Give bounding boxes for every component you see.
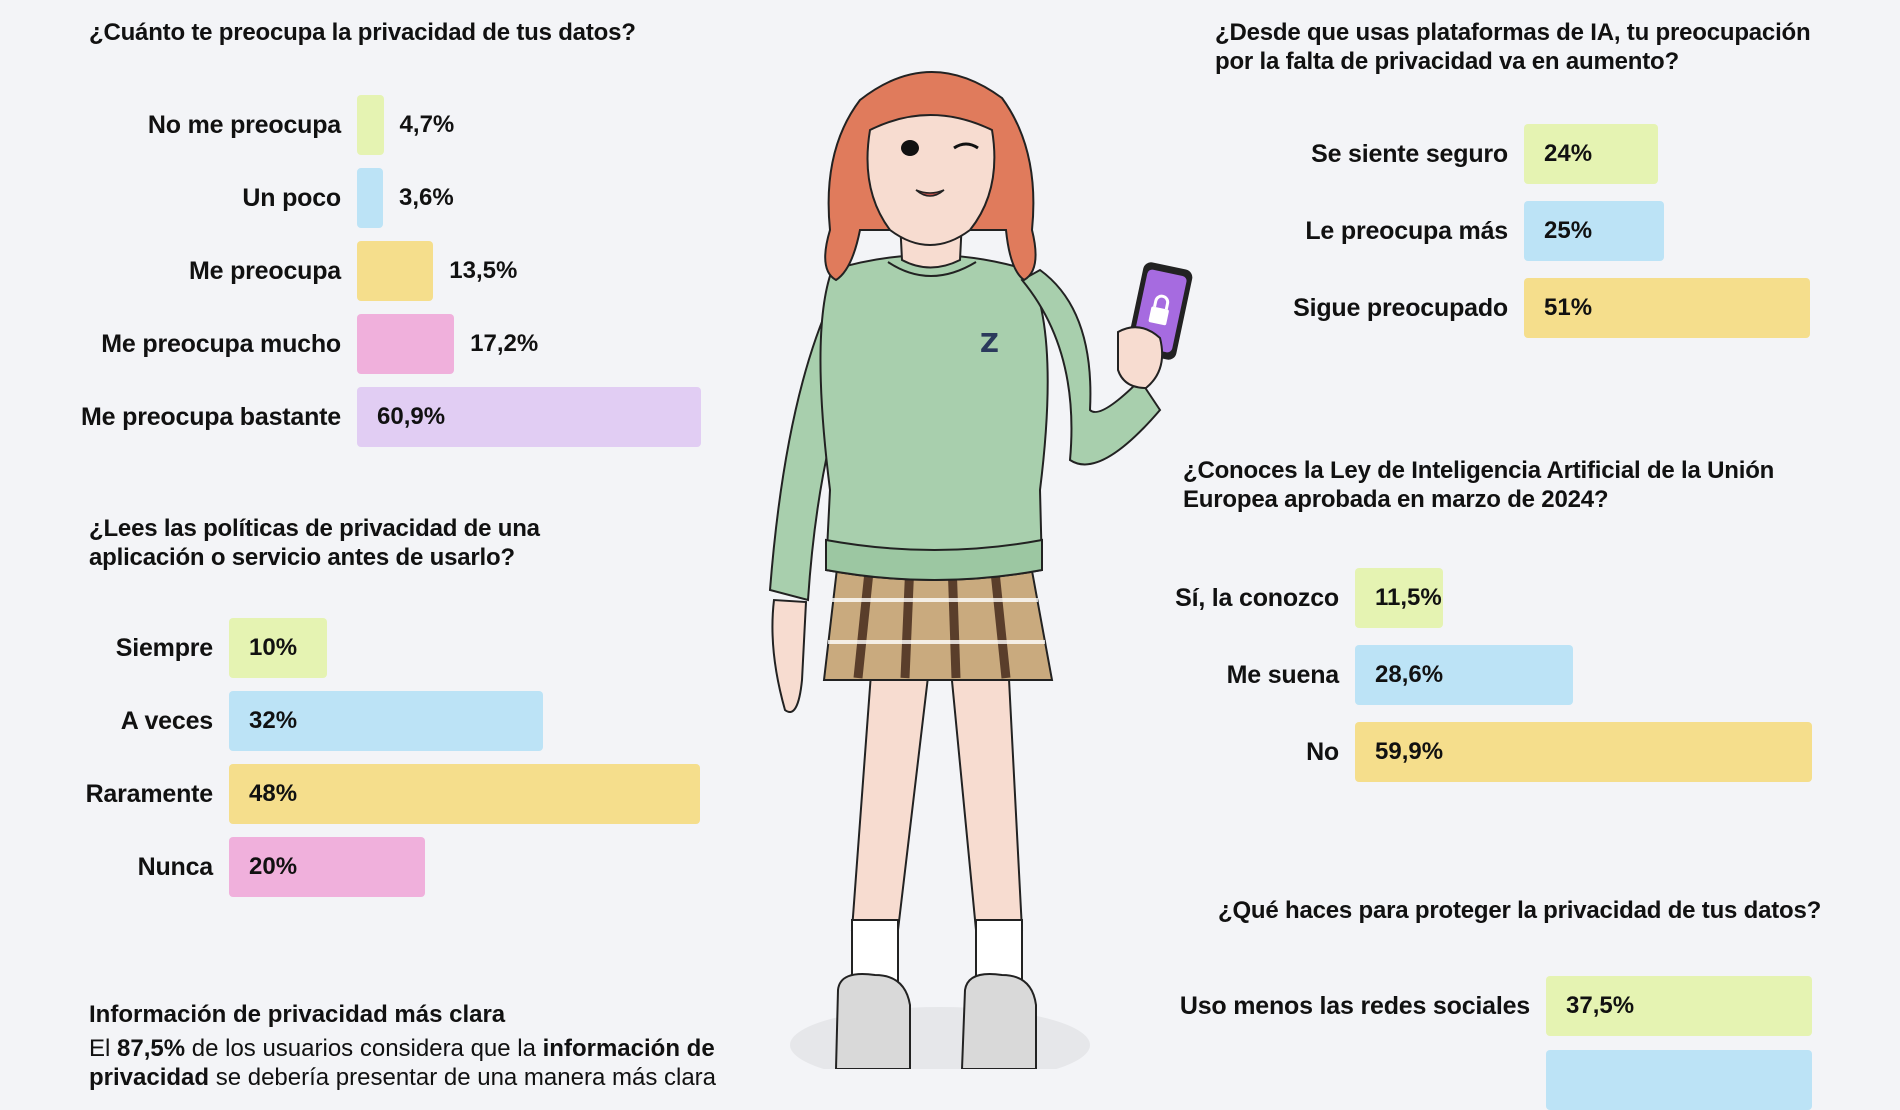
- ground-shadow: [790, 1007, 1090, 1069]
- bar-value-label: 28,6%: [1375, 661, 1444, 688]
- bar-category-label: Me suena: [1226, 661, 1340, 689]
- bar: [229, 764, 701, 824]
- bar-category-label: Raramente: [85, 780, 214, 808]
- bar-category-label: Me preocupa bastante: [81, 403, 341, 431]
- left-shoe: [834, 973, 911, 1069]
- bar-category-label: Sí, la conozco: [1175, 584, 1339, 612]
- note-title: Información de privacidad más clara: [89, 1001, 506, 1028]
- bar-value-label: 60,9%: [377, 403, 446, 430]
- bar-value-label: 37,5%: [1566, 992, 1635, 1019]
- bar-value-label: 17,2%: [470, 330, 539, 357]
- bar-category-label: Nunca: [137, 853, 214, 881]
- sweater: [819, 254, 1049, 581]
- chart2-title: ¿Desde que usas plataformas de IA, tu pr…: [1215, 19, 1811, 75]
- note-text-2: de los usuarios considera que la: [185, 1035, 543, 1062]
- bar: [1524, 124, 1659, 184]
- lock-icon: [1148, 306, 1169, 326]
- note-text-3: se debería presentar de una manera más c…: [209, 1064, 716, 1091]
- chart5-title: ¿Qué haces para proteger la privacidad d…: [1218, 897, 1822, 924]
- girl-illustration: Z: [768, 71, 1193, 1069]
- right-leg: [948, 659, 1024, 931]
- face: [866, 114, 996, 246]
- sweater-logo: Z: [980, 329, 999, 359]
- bar-category-label: No: [1306, 738, 1339, 766]
- bar-category-label: Me preocupa: [189, 257, 341, 285]
- bar-value-label: 32%: [249, 707, 298, 734]
- left-hand: [771, 598, 808, 713]
- chart4-title: ¿Conoces la Ley de Inteligencia Artifici…: [1183, 457, 1775, 513]
- bar: [357, 95, 384, 155]
- bar-category-label: Siempre: [115, 634, 213, 662]
- bar: [229, 691, 544, 751]
- left-eye: [901, 140, 919, 156]
- bar: [1355, 645, 1574, 705]
- bar-value-label: 10%: [249, 634, 298, 661]
- bar-value-label: 3,6%: [399, 184, 454, 211]
- bar-category-label: Sigue preocupado: [1293, 294, 1508, 322]
- chart1-title: ¿Cuánto te preocupa la privacidad de tus…: [89, 19, 636, 46]
- bar: [1546, 976, 1813, 1036]
- bar-value-label: 48%: [249, 780, 298, 807]
- right-shoe: [960, 973, 1037, 1069]
- bar-category-label: Uso menos las redes sociales: [1179, 992, 1530, 1020]
- note-highlight-percent: 87,5%: [117, 1035, 186, 1062]
- bar: [1524, 278, 1810, 338]
- bar-value-label: 11,5%: [1375, 584, 1442, 611]
- bar: [357, 314, 455, 374]
- bar-value-label: 59,9%: [1375, 738, 1444, 765]
- bar: [357, 168, 383, 228]
- right-eye-wink: [953, 142, 979, 150]
- bar-value-label: 20%: [249, 853, 298, 880]
- bar: [1355, 568, 1443, 628]
- collar: [887, 261, 977, 277]
- bar-category-label: No me preocupa: [147, 111, 341, 139]
- bar: [1355, 722, 1813, 782]
- chart5-second-bar-partial: [1546, 1050, 1812, 1110]
- left-leg: [850, 659, 932, 931]
- bar-category-label: Un poco: [242, 184, 341, 212]
- privacy-note: Información de privacidad más clara El 8…: [89, 1000, 729, 1092]
- bar: [357, 387, 702, 447]
- bar-category-label: Le preocupa más: [1305, 217, 1508, 245]
- chart3-title: ¿Lees las políticas de privacidad de una…: [89, 515, 540, 571]
- bar: [229, 837, 426, 897]
- bar-category-label: Me preocupa mucho: [101, 330, 341, 358]
- bar-category-label: A veces: [120, 707, 213, 735]
- bar-value-label: 13,5%: [449, 257, 518, 284]
- bar-value-label: 4,7%: [399, 111, 455, 138]
- right-hand: [1117, 326, 1164, 390]
- bar-category-label: Se siente seguro: [1311, 140, 1508, 168]
- bar: [357, 241, 434, 301]
- mouth: [915, 189, 945, 197]
- bar: [229, 618, 328, 678]
- bar-value-label: 24%: [1544, 140, 1593, 167]
- note-text-1: El: [89, 1035, 118, 1062]
- right-arm: [1020, 268, 1162, 466]
- note-body: El 87,5% de los usuarios considera que l…: [89, 1034, 729, 1092]
- bar-value-label: 25%: [1544, 217, 1593, 244]
- bar: [1524, 201, 1664, 261]
- bar-value-label: 51%: [1544, 294, 1593, 321]
- sweater-hem: [825, 538, 1043, 581]
